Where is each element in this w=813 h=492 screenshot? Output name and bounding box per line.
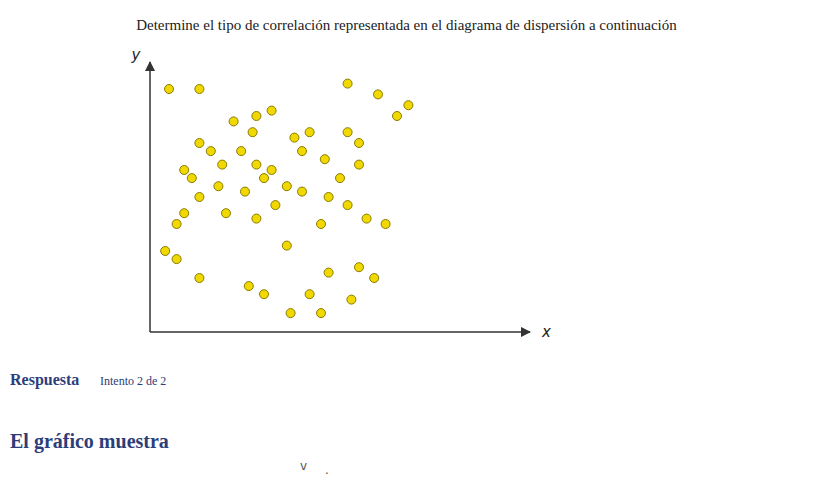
point: [172, 255, 181, 264]
point: [161, 247, 170, 256]
point: [298, 147, 307, 156]
point: [241, 187, 250, 196]
point: [187, 174, 196, 183]
point: [195, 274, 204, 283]
point: [404, 101, 413, 110]
point: [282, 241, 291, 250]
point: [218, 160, 227, 169]
point: [271, 201, 280, 210]
x-axis: [150, 331, 530, 333]
point: [222, 209, 231, 218]
point: [336, 174, 345, 183]
point: [286, 309, 295, 318]
y-axis: [149, 62, 151, 332]
point: [355, 160, 364, 169]
x-axis-label: x: [541, 323, 551, 341]
chart: Determine el tipo de correlación represe…: [0, 0, 813, 492]
point: [320, 155, 329, 164]
point: [267, 166, 276, 175]
answer-label: Respuesta: [10, 371, 79, 389]
point: [305, 290, 314, 299]
points: [161, 79, 413, 318]
point: [393, 112, 402, 121]
point: [370, 274, 379, 283]
point: [381, 220, 390, 229]
point: [165, 85, 174, 94]
point: [260, 174, 269, 183]
y-axis-label: y: [131, 46, 142, 64]
point: [252, 160, 261, 169]
point: [195, 139, 204, 148]
point: [343, 128, 352, 137]
point: [343, 201, 352, 210]
point: [248, 128, 257, 137]
point: [317, 220, 326, 229]
point: [347, 295, 356, 304]
point: [324, 193, 333, 202]
point: [282, 182, 291, 191]
point: [244, 282, 253, 291]
point: [229, 117, 238, 126]
point: [172, 220, 181, 229]
point: [237, 147, 246, 156]
point: [290, 133, 299, 142]
point: [324, 268, 333, 277]
point: [374, 90, 383, 99]
point: [343, 79, 352, 88]
point: [355, 139, 364, 148]
point: [298, 187, 307, 196]
point: [362, 214, 371, 223]
title: Determine el tipo de correlación represe…: [136, 17, 677, 33]
point: [195, 85, 204, 94]
attempt-label: Intento 2 de 2: [100, 374, 166, 388]
point: [206, 147, 215, 156]
point: [252, 112, 261, 121]
point: [355, 263, 364, 272]
annotation: .: [325, 463, 329, 477]
bottom-label: El gráfico muestra: [10, 430, 169, 453]
annotation: v: [300, 459, 307, 473]
point: [180, 166, 189, 175]
point: [267, 106, 276, 115]
point: [195, 193, 204, 202]
point: [305, 128, 314, 137]
point: [180, 209, 189, 218]
point: [260, 290, 269, 299]
point: [252, 214, 261, 223]
point: [214, 182, 223, 191]
point: [317, 309, 326, 318]
